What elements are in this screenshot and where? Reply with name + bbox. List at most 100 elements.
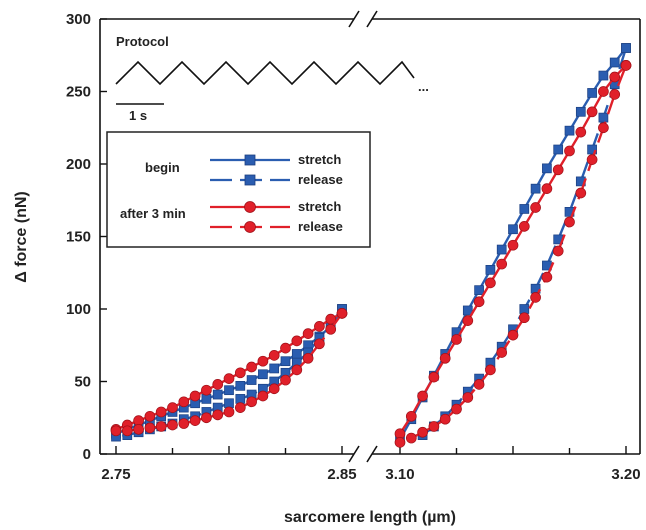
data-point-after-3-min-release [518, 312, 530, 324]
data-point-after-3-min-release [609, 89, 621, 100]
data-point-after-3-min-release [144, 422, 156, 434]
legend-begin-release-label: release [298, 172, 343, 187]
data-point-after-3-min-release [394, 437, 406, 448]
data-point-begin-stretch [235, 381, 246, 391]
data-point-begin-stretch [553, 144, 564, 155]
data-point-after-3-min-release [473, 379, 485, 390]
data-point-after-3-min-stretch [257, 355, 269, 367]
data-point-after-3-min-stretch [541, 183, 553, 194]
x-tick-label: 2.75 [101, 466, 130, 483]
data-point-after-3-min-stretch [246, 361, 257, 373]
data-point-after-3-min-release [189, 415, 201, 426]
data-point-after-3-min-release [541, 271, 553, 283]
data-point-begin-stretch [224, 385, 234, 396]
data-point-after-3-min-release [121, 425, 133, 437]
data-point-after-3-min-release [439, 413, 451, 425]
data-point-begin-stretch [246, 375, 257, 385]
legend-group-begin: begin [145, 160, 180, 175]
data-point-after-3-min-stretch [405, 410, 417, 422]
data-point-after-3-min-stretch [451, 334, 462, 345]
data-point-after-3-min-stretch [223, 373, 235, 384]
data-point-begin-stretch [519, 204, 530, 214]
y-tick-label: 250 [66, 84, 91, 101]
data-point-after-3-min-stretch [586, 106, 598, 118]
data-point-after-3-min-stretch [167, 402, 178, 413]
data-point-after-3-min-stretch [212, 379, 224, 390]
data-point-after-3-min-release [496, 347, 508, 358]
data-point-begin-stretch [508, 224, 518, 235]
y-tick-label: 50 [74, 374, 91, 391]
data-point-after-3-min-stretch [268, 350, 280, 361]
data-point-begin-release [621, 43, 631, 53]
time-scale-label: 1 s [129, 108, 147, 123]
data-point-after-3-min-release [246, 396, 257, 408]
x-tick-label: 3.20 [611, 466, 640, 483]
data-point-begin-stretch [609, 57, 620, 68]
data-point-begin-stretch [587, 88, 597, 98]
axis-break-mark-bottom [366, 445, 378, 463]
legend-begin-stretch-marker [244, 154, 256, 166]
data-point-after-3-min-stretch [598, 86, 609, 97]
data-point-begin-release [519, 304, 530, 314]
legend: begin stretch release after 3 min stretc… [106, 131, 371, 248]
protocol-inset: Protocol ... 1 s [115, 34, 429, 123]
legend-group-after: after 3 min [120, 206, 186, 221]
data-point-after-3-min-stretch [280, 342, 291, 354]
axis-break-mark-top [348, 10, 360, 28]
legend-after-stretch-label: stretch [298, 199, 341, 214]
data-point-begin-stretch [258, 369, 268, 380]
legend-begin-release-marker [244, 174, 256, 186]
data-point-after-3-min-release [575, 187, 587, 199]
data-point-after-3-min-release [268, 383, 280, 395]
data-point-after-3-min-release [417, 426, 428, 438]
y-tick-label: 0 [83, 446, 91, 463]
data-point-after-3-min-stretch [428, 371, 440, 383]
data-point-after-3-min-release [212, 409, 224, 421]
protocol-title: Protocol [116, 34, 169, 49]
data-point-after-3-min-release [291, 364, 303, 376]
x-tick-label: 2.85 [327, 466, 356, 483]
data-point-begin-stretch [542, 163, 552, 174]
data-point-begin-stretch [496, 244, 507, 255]
data-point-after-3-min-release [110, 425, 122, 437]
data-point-after-3-min-stretch [518, 221, 530, 232]
data-point-after-3-min-release [405, 432, 417, 444]
y-tick-label: 100 [66, 301, 91, 318]
data-point-begin-stretch [575, 106, 586, 117]
data-point-after-3-min-stretch [496, 258, 508, 270]
data-point-after-3-min-release [564, 216, 575, 228]
axis-break-mark-bottom [348, 445, 360, 463]
protocol-ellipsis: ... [418, 79, 429, 94]
y-tick-label: 300 [66, 11, 91, 28]
data-point-begin-release [587, 144, 597, 155]
legend-begin-stretch-label: stretch [298, 152, 341, 167]
data-point-begin-stretch [291, 349, 302, 359]
data-point-after-3-min-stretch [485, 277, 496, 289]
data-point-after-3-min-release [167, 419, 178, 431]
axes: 0 50 100 150 200 250 300 2.75 2.85 3.10 3.20 [66, 10, 641, 483]
data-point-after-3-min-stretch [507, 239, 519, 251]
protocol-waveform [115, 60, 415, 86]
data-point-begin-stretch [201, 394, 212, 404]
data-point-after-3-min-stretch [439, 352, 451, 364]
x-tick-label: 3.10 [385, 466, 414, 483]
data-point-after-3-min-stretch [564, 145, 575, 157]
data-point-after-3-min-stretch [530, 202, 541, 213]
data-point-begin-stretch [269, 363, 280, 374]
data-point-after-3-min-release [530, 292, 541, 303]
data-point-after-3-min-release [314, 338, 325, 350]
data-point-begin-stretch [474, 285, 484, 295]
data-point-begin-stretch [598, 70, 609, 81]
data-point-after-3-min-stretch [155, 406, 167, 418]
data-point-after-3-min-release [155, 421, 167, 432]
data-point-after-3-min-release [234, 402, 246, 413]
data-point-after-3-min-stretch [189, 390, 201, 402]
data-point-after-3-min-release [201, 412, 212, 424]
data-point-after-3-min-release [302, 352, 314, 364]
legend-box [106, 131, 371, 248]
y-tick-label: 150 [66, 229, 91, 246]
data-point-after-3-min-stretch [291, 335, 303, 347]
data-point-after-3-min-stretch [609, 71, 621, 83]
data-point-after-3-min-stretch [473, 296, 485, 308]
